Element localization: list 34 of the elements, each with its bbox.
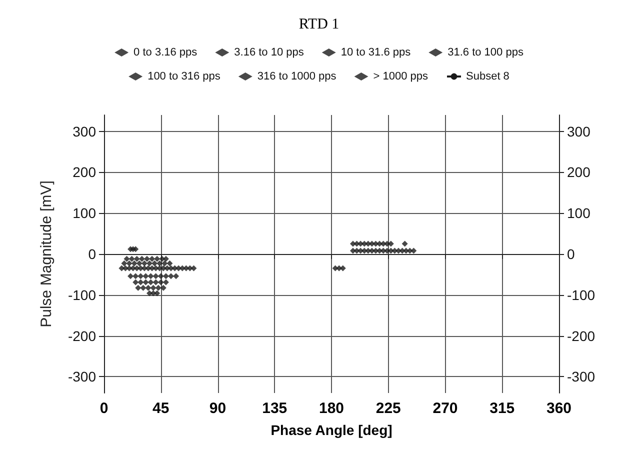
legend-label: 3.16 to 10 pps — [234, 46, 304, 58]
y-tick-label: 300 — [72, 123, 96, 140]
y2-tick-label: 100 — [567, 205, 591, 222]
y-axis-title: Pulse Magnitude [mV] — [38, 180, 55, 328]
y-tick-label: -200 — [68, 328, 96, 344]
y2-tick-label: -100 — [567, 286, 596, 303]
x-tick-label: 360 — [546, 400, 572, 417]
y-tick-label: 100 — [72, 205, 96, 222]
y2-tick-label: 200 — [567, 164, 591, 180]
legend-label: 31.6 to 100 pps — [448, 46, 524, 58]
x-tick-label: 315 — [490, 400, 515, 417]
legend-label: 316 to 1000 pps — [257, 70, 337, 82]
y-tick-label: 0 — [88, 246, 96, 262]
x-tick-label: 45 — [152, 400, 170, 417]
x-axis-title: Phase Angle [deg] — [270, 422, 392, 438]
x-tick-label: 90 — [209, 400, 226, 417]
y2-tick-label: 300 — [567, 123, 591, 140]
x-tick-label: 0 — [100, 400, 108, 417]
legend-label: 100 to 316 pps — [148, 70, 221, 82]
y2-tick-label: -200 — [567, 328, 596, 344]
y2-tick-label: -300 — [567, 368, 596, 385]
chart-title: RTD 1 — [298, 16, 340, 32]
x-tick-label: 225 — [376, 400, 401, 417]
x-tick-label: 180 — [318, 400, 344, 417]
x-tick-label: 135 — [262, 400, 288, 417]
x-tick-label: 270 — [432, 400, 458, 417]
legend-label: Subset 8 — [466, 70, 510, 82]
y-tick-label: -300 — [68, 368, 96, 385]
legend-label: 10 to 31.6 pps — [340, 46, 412, 58]
y2-tick-label: 0 — [567, 246, 575, 262]
y-tick-label: -100 — [68, 286, 96, 303]
legend-label: > 1000 pps — [373, 70, 429, 82]
y-tick-label: 200 — [72, 164, 96, 180]
legend-label: 0 to 3.16 pps — [134, 46, 198, 58]
